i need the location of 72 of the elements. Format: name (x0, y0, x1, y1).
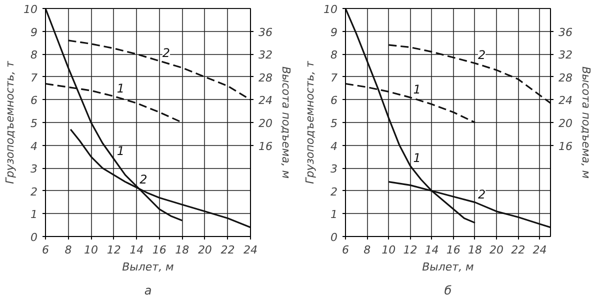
x-tick-label: 10 (382, 244, 396, 256)
y-tick-label: 9 (30, 26, 38, 39)
y-tick-label: 5 (330, 117, 338, 130)
y2-tick-label: 32 (558, 48, 572, 62)
x-tick-label: 24 (532, 244, 547, 256)
text: а (144, 284, 152, 298)
y2-axis-title: Высота подъема, м (279, 66, 292, 179)
y2-tick-label: 20 (558, 117, 572, 130)
y-tick-label: 5 (30, 117, 38, 130)
series-label: 2 (478, 187, 486, 202)
x-tick-label: 8 (364, 244, 371, 256)
x-tick-label: 8 (64, 244, 72, 256)
series-label: 1 (116, 144, 124, 158)
y-axis-title: Грузоподъемность, т (4, 60, 17, 184)
y2-tick-label: 16 (558, 140, 572, 153)
x-tick-label: 12 (403, 244, 418, 256)
y-tick-label: 10 (324, 3, 338, 16)
x-tick-label: 16 (446, 244, 460, 256)
y2-tick-label: 24 (258, 94, 272, 108)
x-axis-title: Вылет, м (422, 260, 474, 274)
y-tick-label: 4 (330, 140, 338, 153)
y-tick-label: 3 (330, 162, 338, 176)
y2-tick-label: 28 (258, 71, 272, 84)
y-tick-label: 1 (30, 208, 38, 222)
series-label: 2 (162, 46, 170, 60)
y-tick-label: 2 (30, 185, 38, 198)
y-tick-label: 2 (330, 185, 338, 198)
x-tick-label: 6 (42, 244, 49, 256)
series-label: 1 (116, 81, 124, 96)
x-tick-label: 10 (84, 244, 98, 256)
y-tick-label: 4 (30, 140, 38, 153)
y-tick-label: 3 (30, 162, 38, 176)
x-tick-label: 12 (106, 244, 121, 256)
x-tick-label: 16 (152, 244, 166, 256)
x-tick-label: 20 (198, 244, 212, 256)
y-axis-title: Грузоподъемность, т (304, 60, 317, 184)
x-tick-label: 14 (424, 244, 439, 256)
line-series (67, 40, 250, 100)
series-label: 2 (478, 48, 486, 62)
y-tick-label: 6 (330, 94, 338, 108)
y2-tick-label: 24 (558, 94, 572, 108)
x-tick-label: 6 (342, 244, 349, 256)
series-label: 1 (413, 82, 421, 96)
text: б (444, 284, 452, 298)
y-tick-label: 8 (30, 48, 38, 62)
y2-tick-label: 16 (258, 140, 272, 153)
y-tick-label: 1 (330, 208, 338, 222)
y2-tick-label: 20 (258, 117, 272, 130)
x-axis-title: Вылет, м (122, 260, 174, 274)
x-tick-label: 20 (490, 244, 504, 256)
x-tick-label: 24 (244, 244, 258, 256)
y-tick-label: 10 (24, 3, 38, 16)
y2-axis-title: Высота подъема, м (579, 66, 592, 179)
y2-tick-label: 36 (558, 26, 572, 39)
y2-tick-label: 36 (258, 26, 272, 39)
y2-tick-label: 28 (558, 71, 572, 84)
series-label: 2 (140, 172, 148, 186)
y-tick-label: 0 (330, 231, 338, 244)
y-tick-label: 8 (330, 48, 338, 62)
x-tick-label: 18 (468, 244, 482, 256)
y-tick-label: 7 (30, 71, 38, 84)
series-label: 1 (413, 150, 421, 165)
y-tick-label: 7 (330, 71, 338, 84)
x-tick-label: 22 (511, 244, 526, 256)
y2-tick-label: 32 (258, 48, 272, 62)
x-tick-label: 14 (130, 244, 144, 256)
y-tick-label: 0 (30, 231, 38, 244)
y-tick-label: 9 (330, 26, 338, 39)
x-tick-label: 18 (175, 244, 190, 256)
line-series (388, 44, 550, 104)
y-tick-label: 6 (30, 94, 38, 108)
x-tick-label: 22 (220, 244, 235, 256)
